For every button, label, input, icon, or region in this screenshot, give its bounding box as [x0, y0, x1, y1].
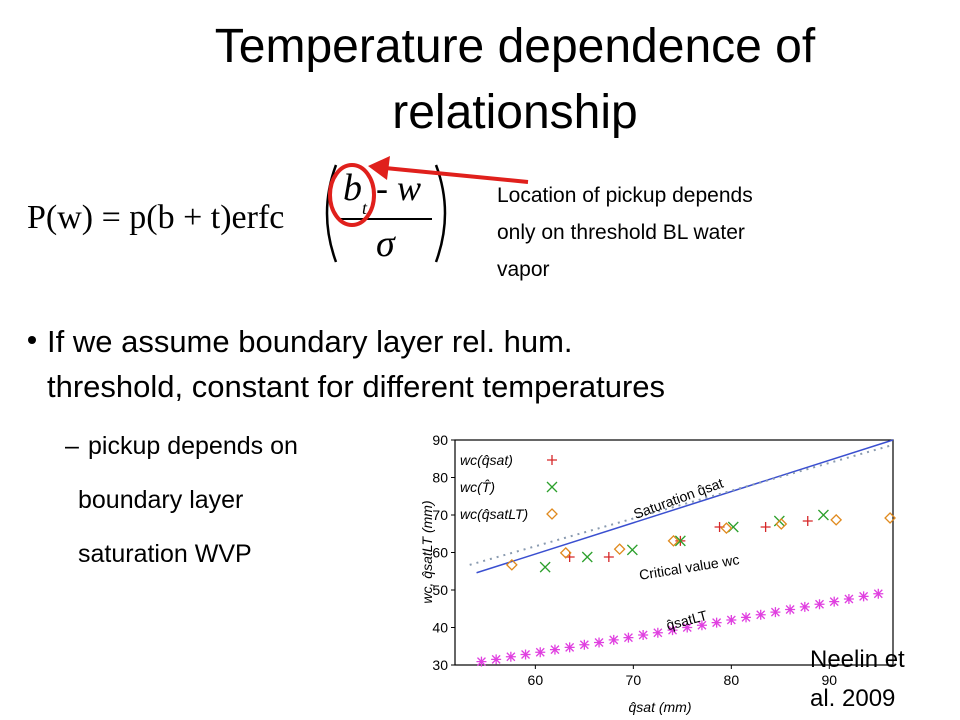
marker: [814, 599, 825, 610]
sub-bullet-text: boundary layer: [78, 486, 243, 514]
marker: [755, 609, 766, 620]
marker: [539, 561, 551, 573]
marker: [594, 637, 605, 648]
marker: [559, 546, 572, 559]
marker: [785, 604, 796, 615]
marker: [491, 654, 502, 665]
paren: [325, 164, 338, 263]
annotation: only on threshold BL water: [497, 221, 745, 244]
citation: al. 2009: [810, 685, 895, 712]
x-tick-label: 80: [724, 672, 740, 688]
marker: [608, 634, 619, 645]
marker: [638, 630, 649, 640]
x-tick-label: 70: [626, 672, 642, 688]
marker: [581, 551, 593, 563]
title: relationship: [392, 86, 637, 139]
marker: [613, 543, 626, 556]
arrow-head: [368, 156, 390, 180]
marker: [802, 516, 813, 526]
legend-label: wc(T̂): [460, 479, 495, 495]
legend-label: wc(q̂sat): [460, 452, 513, 468]
bullet: [28, 336, 36, 344]
marker: [623, 632, 634, 643]
sub-bullet-text: saturation WVP: [78, 540, 252, 568]
y-tick-label: 90: [432, 432, 448, 448]
marker: [476, 656, 487, 667]
marker: [626, 544, 638, 556]
highlight-circle: [328, 163, 376, 227]
marker: [667, 534, 680, 547]
marker: [760, 522, 771, 532]
bullet-text: If we assume boundary layer rel. hum.: [47, 324, 573, 359]
marker: [652, 627, 663, 638]
x-axis-label: q̂sat (mm): [629, 699, 692, 715]
line: [476, 439, 894, 574]
eq-b: b: [343, 167, 362, 209]
marker: [829, 596, 840, 607]
y-tick-label: 40: [432, 620, 448, 636]
marker: [741, 612, 752, 623]
marker: [720, 522, 733, 535]
eq-t: t: [362, 198, 368, 218]
sub-bullet-text: pickup depends on: [88, 432, 298, 460]
y-tick-label: 80: [432, 470, 448, 486]
legend-marker: [546, 481, 558, 493]
marker: [726, 615, 737, 625]
marker: [696, 620, 707, 631]
marker: [603, 552, 614, 562]
marker: [674, 535, 686, 547]
x-tick-label: 60: [528, 672, 544, 688]
eq-sigma: σ: [376, 223, 396, 265]
marker: [799, 601, 810, 612]
marker: [549, 644, 560, 655]
marker: [843, 594, 854, 604]
paren: [434, 164, 447, 263]
y-tick-label: 30: [432, 657, 448, 673]
equation-lhs: P(w) = p(b + t)erfc: [27, 199, 284, 236]
annotation: Location of pickup depends: [497, 184, 753, 207]
bullet-text: threshold, constant for different temper…: [47, 369, 665, 404]
x-tick-label: 90: [822, 672, 838, 688]
series-annotation: Critical value wc: [638, 551, 740, 583]
marker: [770, 607, 781, 618]
marker: [873, 588, 884, 599]
legend-marker: [546, 508, 558, 520]
marker: [775, 518, 788, 530]
marker: [711, 617, 722, 628]
citation: Neelin et: [810, 646, 905, 673]
marker: [682, 622, 693, 633]
legend-label: wc(q̂satLT): [460, 506, 528, 522]
title: Temperature dependence of: [215, 20, 816, 73]
y-tick-label: 60: [432, 545, 448, 561]
annotation: vapor: [497, 258, 550, 281]
arrow: [384, 166, 529, 184]
y-axis-label: wc, q̂satLT (mm): [419, 500, 435, 603]
marker: [535, 647, 546, 658]
marker: [830, 513, 843, 526]
marker: [520, 649, 531, 660]
marker: [858, 591, 869, 602]
marker: [564, 642, 575, 653]
marker: [505, 651, 516, 662]
y-tick-label: 70: [432, 507, 448, 523]
marker: [817, 509, 829, 521]
marker: [505, 558, 518, 571]
marker: [884, 512, 896, 524]
y-tick-label: 50: [432, 582, 448, 598]
marker: [667, 625, 678, 636]
sub-bullet-dash: –: [65, 432, 79, 460]
legend-marker: [547, 455, 557, 465]
marker: [579, 639, 590, 650]
equation: P(w) = p(b + t)erfc b t - w σ: [27, 164, 447, 265]
